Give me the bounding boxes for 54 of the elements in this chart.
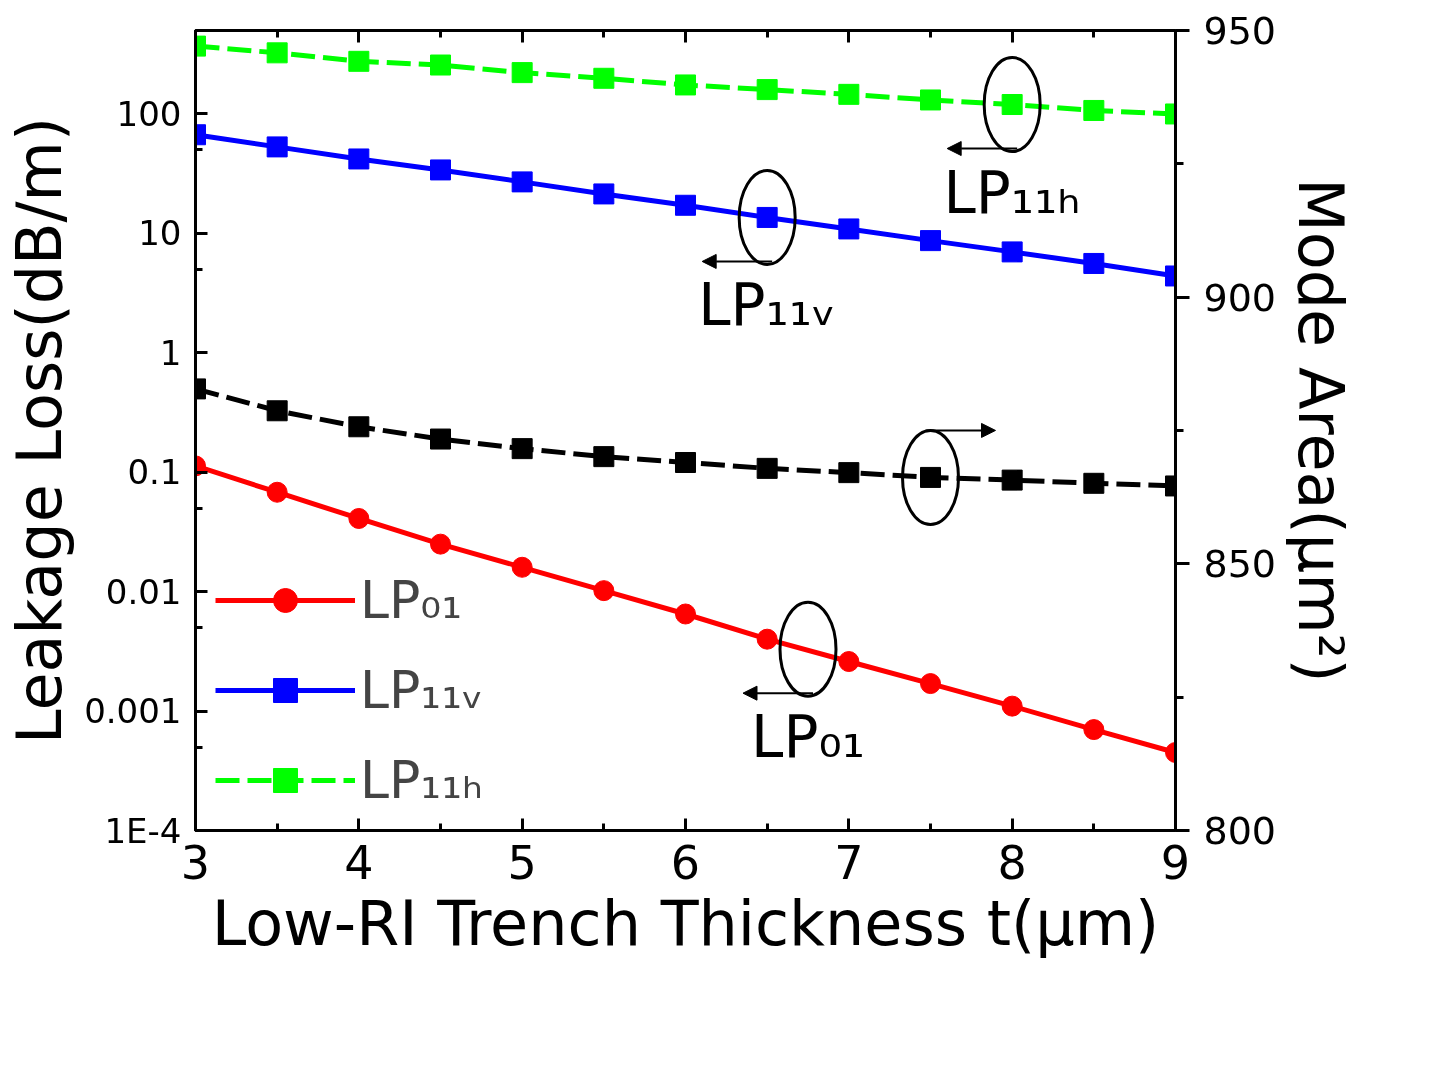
point (1083, 719, 1105, 741)
point (430, 159, 451, 181)
legend-label: LP₁₁ₕ (360, 750, 484, 810)
point (920, 673, 941, 695)
y-tick-label: 100 (116, 93, 182, 134)
point (511, 62, 533, 84)
y-tick-label: 0.001 (84, 691, 182, 732)
point (430, 533, 451, 555)
y2-tick-label: 950 (1203, 9, 1277, 53)
point (593, 67, 615, 89)
point (348, 50, 370, 72)
point (593, 580, 615, 602)
point (675, 194, 696, 216)
point (1083, 99, 1105, 121)
legend-label: LP₁₁ᵥ (360, 660, 484, 720)
point (593, 183, 615, 205)
point (756, 79, 778, 101)
y-tick-label: 1E-4 (104, 810, 182, 851)
y-tick-label: 1 (159, 332, 182, 373)
point (675, 603, 696, 625)
y2-axis-title: Mode Area(μm²) (1284, 178, 1358, 683)
annotation: LP₁₁ₕ (943, 158, 1081, 227)
point (920, 230, 941, 252)
point (511, 171, 533, 193)
point (511, 556, 533, 578)
point (266, 136, 288, 158)
point (1083, 252, 1105, 274)
annotation: LP₁₁ᵥ (698, 271, 837, 340)
y2-tick-label: 900 (1203, 275, 1277, 320)
x-tick-label: 3 (180, 835, 211, 890)
point (756, 206, 778, 228)
legend-label: LP₀₁ (360, 570, 463, 630)
y-tick-label: 0.01 (105, 571, 182, 612)
annotation: LP₀₁ (751, 703, 865, 772)
y-axis-title: Leakage Loss(dB/m) (3, 116, 77, 745)
point (266, 481, 288, 503)
point (838, 651, 860, 672)
point (348, 508, 370, 529)
x-tick-label: 9 (1160, 835, 1191, 890)
y2-tick-label: 800 (1203, 809, 1277, 853)
point (1001, 241, 1023, 263)
point (675, 74, 696, 96)
point (1001, 94, 1023, 116)
point (266, 42, 288, 64)
y-tick-label: 0.1 (127, 452, 182, 493)
y2-tick-label: 850 (1203, 542, 1277, 587)
point (920, 89, 941, 111)
point (838, 83, 860, 105)
point (430, 54, 451, 76)
point (756, 628, 778, 650)
point (838, 218, 860, 240)
point (1001, 695, 1023, 717)
point (348, 148, 370, 170)
y-tick-label: 10 (138, 213, 182, 254)
